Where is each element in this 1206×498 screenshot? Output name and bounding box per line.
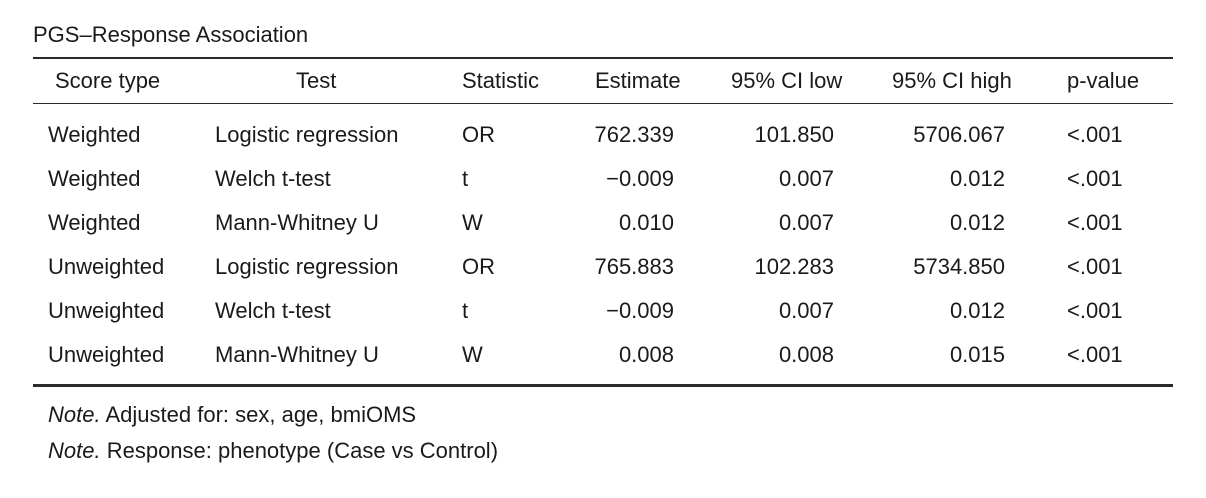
cell-statistic: t [462,298,469,323]
cell-test: Welch t-test [215,298,331,323]
cell-test: Mann-Whitney U [215,210,379,235]
cell-estimate: 762.339 [594,122,674,147]
table-note: Note. Response: phenotype (Case vs Contr… [48,438,498,464]
note-label: Note. [48,402,101,427]
bottom-rule [33,384,1173,387]
header-ci-low: 95% CI low [731,68,843,93]
cell-test: Logistic regression [215,254,399,279]
cell-test: Mann-Whitney U [215,342,379,367]
cell-estimate: −0.009 [606,298,674,323]
cell-p-value: <.001 [1067,122,1123,147]
table-title: PGS–Response Association [33,22,309,47]
cell-p-value: <.001 [1067,210,1123,235]
header-test: Test [296,68,337,93]
cell-score-type: Unweighted [48,342,165,367]
header-ci-high: 95% CI high [892,68,1012,93]
cell-statistic: W [462,210,483,235]
cell-statistic: OR [462,254,495,279]
cell-ci-high: 0.012 [949,166,1005,191]
cell-ci-high: 5706.067 [913,122,1005,147]
cell-p-value: <.001 [1067,166,1123,191]
header-p-value: p-value [1067,68,1140,93]
cell-score-type: Unweighted [48,298,165,323]
cell-p-value: <.001 [1067,342,1123,367]
cell-statistic: t [462,166,469,191]
header-score-type: Score type [55,68,161,93]
cell-score-type: Weighted [48,210,141,235]
cell-ci-low: 0.007 [778,298,834,323]
cell-p-value: <.001 [1067,254,1123,279]
cell-ci-low: 0.007 [778,166,834,191]
note-text: Response: phenotype (Case vs Control) [100,438,499,463]
note-text: Adjusted for: sex, age, bmiOMS [100,402,417,427]
cell-statistic: OR [462,122,495,147]
cell-score-type: Unweighted [48,254,165,279]
cell-ci-low: 0.008 [778,342,834,367]
cell-ci-low: 102.283 [754,254,834,279]
cell-test: Logistic regression [215,122,399,147]
cell-estimate: 765.883 [594,254,674,279]
cell-estimate: −0.009 [606,166,674,191]
header-rule [33,103,1173,104]
cell-p-value: <.001 [1067,298,1123,323]
table-note: Note. Adjusted for: sex, age, bmiOMS [48,402,416,428]
cell-ci-high: 5734.850 [913,254,1005,279]
cell-statistic: W [462,342,483,367]
cell-estimate: 0.010 [618,210,674,235]
cell-ci-low: 101.850 [754,122,834,147]
cell-ci-high: 0.012 [949,210,1005,235]
header-statistic: Statistic [462,68,540,93]
cell-score-type: Weighted [48,122,141,147]
cell-ci-low: 0.007 [778,210,834,235]
cell-ci-high: 0.012 [949,298,1005,323]
cell-ci-high: 0.015 [949,342,1005,367]
top-rule [33,57,1173,59]
header-estimate: Estimate [595,68,681,93]
cell-estimate: 0.008 [618,342,674,367]
note-label: Note. [48,438,101,463]
cell-score-type: Weighted [48,166,141,191]
cell-test: Welch t-test [215,166,331,191]
